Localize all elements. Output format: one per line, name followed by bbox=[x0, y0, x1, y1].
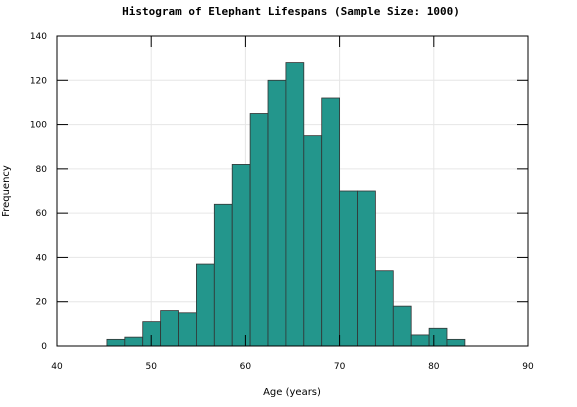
y-tick-label: 80 bbox=[36, 165, 48, 175]
histogram-bar bbox=[374, 270, 394, 347]
histogram-bar bbox=[249, 113, 269, 347]
x-tick-label: 70 bbox=[334, 362, 346, 372]
histogram-bar bbox=[267, 79, 287, 347]
histogram-bar bbox=[106, 338, 126, 347]
x-tick-label: 60 bbox=[240, 362, 252, 372]
bars bbox=[106, 62, 466, 347]
histogram-bar bbox=[231, 164, 251, 347]
x-tick-label: 80 bbox=[428, 362, 440, 372]
histogram-bar bbox=[321, 97, 340, 347]
histogram-bar bbox=[357, 190, 376, 347]
histogram-bar bbox=[178, 312, 197, 347]
histogram-bar bbox=[196, 263, 215, 347]
y-tick-label: 0 bbox=[41, 342, 47, 352]
x-tick-label: 90 bbox=[522, 362, 534, 372]
y-tick-label: 100 bbox=[30, 121, 47, 131]
chart-title: Histogram of Elephant Lifespans (Sample … bbox=[122, 5, 460, 18]
y-tick-label: 120 bbox=[30, 76, 47, 86]
y-tick-label: 20 bbox=[36, 298, 48, 308]
y-tick-label: 40 bbox=[36, 253, 48, 263]
histogram-bar bbox=[124, 336, 144, 347]
histogram-bar bbox=[339, 190, 358, 347]
histogram-bar bbox=[285, 62, 305, 347]
histogram-bar bbox=[213, 203, 233, 347]
histogram-bar bbox=[410, 334, 430, 347]
histogram-bar bbox=[303, 135, 323, 347]
x-axis-label: Age (years) bbox=[263, 387, 321, 398]
y-tick-label: 60 bbox=[36, 209, 48, 219]
histogram-bar bbox=[160, 310, 179, 347]
histogram-bar bbox=[428, 327, 448, 347]
x-tick-label: 40 bbox=[51, 362, 63, 372]
y-axis-label: Frequency bbox=[1, 165, 12, 217]
y-tick-label: 140 bbox=[30, 32, 47, 42]
ticks: 40 50 60 70 80 90 0 20 40 60 80 100 120 140 bbox=[30, 32, 534, 372]
histogram-bar bbox=[446, 338, 466, 347]
plot-frame bbox=[56, 35, 529, 347]
histogram-bar bbox=[392, 305, 412, 347]
x-tick-label: 50 bbox=[145, 362, 157, 372]
